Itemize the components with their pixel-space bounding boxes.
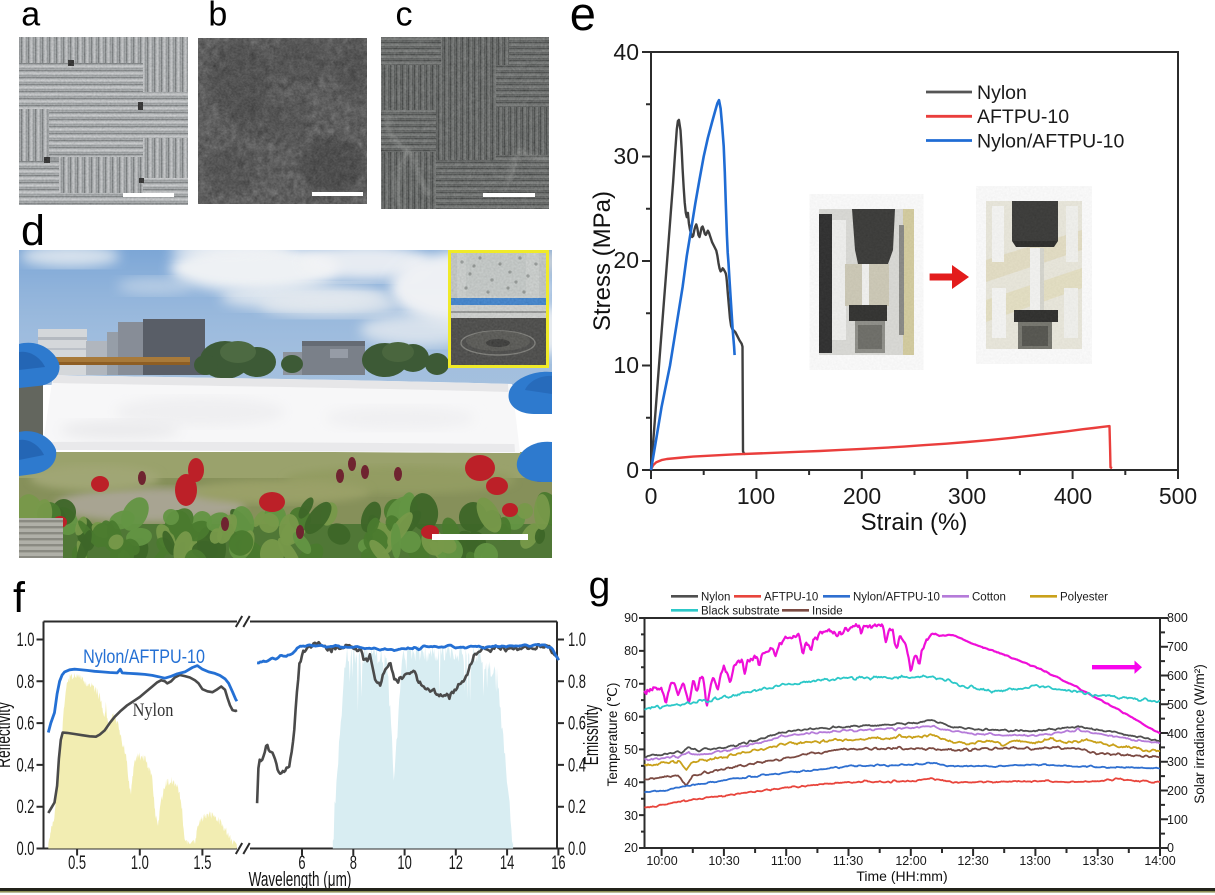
svg-text:80: 80 <box>624 644 638 658</box>
svg-text:f: f <box>13 574 26 622</box>
svg-text:300: 300 <box>1167 755 1188 769</box>
svg-text:16: 16 <box>551 853 565 874</box>
svg-text:100: 100 <box>1167 813 1188 827</box>
svg-text:200: 200 <box>1167 784 1188 798</box>
svg-text:g: g <box>589 564 611 607</box>
svg-text:14:00: 14:00 <box>1144 854 1175 868</box>
svg-text:Solar irradiance (W/m²): Solar irradiance (W/m²) <box>1192 664 1207 804</box>
svg-text:0.0: 0.0 <box>17 839 35 860</box>
svg-text:Time (HH:mm): Time (HH:mm) <box>856 868 947 884</box>
svg-text:0.6: 0.6 <box>17 713 35 734</box>
svg-text:e: e <box>570 0 596 40</box>
svg-text:8: 8 <box>350 853 357 874</box>
svg-text:1.0: 1.0 <box>17 630 35 651</box>
svg-text:0.4: 0.4 <box>17 755 35 776</box>
svg-text:0.2: 0.2 <box>17 797 35 818</box>
svg-text:0.2: 0.2 <box>568 797 586 818</box>
svg-text:a: a <box>21 0 40 34</box>
svg-text:14: 14 <box>500 853 514 874</box>
svg-text:500: 500 <box>1167 698 1188 712</box>
svg-text:1.5: 1.5 <box>193 853 211 874</box>
svg-text:Reflectivity: Reflectivity <box>0 702 15 768</box>
svg-text:30: 30 <box>613 143 639 169</box>
svg-text:11:00: 11:00 <box>771 854 801 868</box>
svg-text:70: 70 <box>624 677 638 691</box>
svg-text:Nylon: Nylon <box>701 592 730 604</box>
svg-text:11:30: 11:30 <box>833 854 863 868</box>
svg-text:10:00: 10:00 <box>646 854 677 868</box>
svg-text:c: c <box>396 0 413 34</box>
svg-text:20: 20 <box>613 247 639 273</box>
svg-text:d: d <box>21 207 45 255</box>
svg-text:Stress (MPa): Stress (MPa) <box>589 191 616 331</box>
svg-text:Nylon: Nylon <box>977 82 1027 104</box>
svg-text:0.8: 0.8 <box>568 671 586 692</box>
svg-text:700: 700 <box>1167 640 1188 654</box>
svg-text:AFTPU-10: AFTPU-10 <box>764 592 818 604</box>
svg-text:AFTPU-10: AFTPU-10 <box>977 106 1069 128</box>
svg-text:Cotton: Cotton <box>972 592 1006 604</box>
svg-text:10: 10 <box>397 853 411 874</box>
svg-text:Nylon/AFTPU-10: Nylon/AFTPU-10 <box>83 646 205 668</box>
svg-text:b: b <box>208 0 227 34</box>
svg-text:1.0: 1.0 <box>131 853 149 874</box>
svg-text:200: 200 <box>843 483 881 509</box>
svg-text:0.4: 0.4 <box>568 755 586 776</box>
svg-text:0.6: 0.6 <box>568 713 586 734</box>
svg-text:40: 40 <box>613 39 639 65</box>
svg-text:Strain (%): Strain (%) <box>861 509 968 536</box>
svg-text:0.5: 0.5 <box>68 853 86 874</box>
svg-text:40: 40 <box>624 776 638 790</box>
svg-text:13:00: 13:00 <box>1019 854 1050 868</box>
svg-text:13:30: 13:30 <box>1082 854 1113 868</box>
svg-text:0: 0 <box>1167 841 1174 855</box>
svg-text:10:30: 10:30 <box>708 854 739 868</box>
svg-text:100: 100 <box>737 483 775 509</box>
svg-text:90: 90 <box>624 611 638 625</box>
svg-text:12:00: 12:00 <box>895 854 926 868</box>
svg-text:400: 400 <box>1054 483 1092 509</box>
svg-text:0.8: 0.8 <box>17 671 35 692</box>
svg-text:300: 300 <box>948 483 986 509</box>
svg-text:Polyester: Polyester <box>1060 592 1108 604</box>
svg-text:12: 12 <box>449 853 463 874</box>
svg-text:60: 60 <box>624 710 638 724</box>
svg-text:800: 800 <box>1167 611 1188 625</box>
svg-text:500: 500 <box>1159 483 1197 509</box>
svg-text:0: 0 <box>626 457 639 483</box>
svg-text:1.0: 1.0 <box>568 630 586 651</box>
svg-text:Nylon/AFTPU-10: Nylon/AFTPU-10 <box>853 592 940 604</box>
svg-text:10: 10 <box>613 352 639 378</box>
svg-text:6: 6 <box>298 853 305 874</box>
svg-text:50: 50 <box>624 743 638 757</box>
svg-text:12:30: 12:30 <box>957 854 988 868</box>
svg-text:600: 600 <box>1167 669 1188 683</box>
svg-text:Nylon: Nylon <box>133 699 174 720</box>
svg-text:Inside: Inside <box>812 606 843 618</box>
svg-text:0.0: 0.0 <box>568 839 586 860</box>
svg-text:0: 0 <box>645 483 658 509</box>
svg-text:Emissivity: Emissivity <box>580 704 602 765</box>
svg-text:20: 20 <box>624 841 638 855</box>
svg-text:Black substrate: Black substrate <box>701 606 780 618</box>
svg-text:Temperature (℃): Temperature (℃) <box>605 683 620 787</box>
svg-text:Nylon/AFTPU-10: Nylon/AFTPU-10 <box>977 130 1125 152</box>
svg-text:30: 30 <box>624 809 638 823</box>
svg-text:Wavelength (μm): Wavelength (μm) <box>249 867 352 891</box>
svg-text:400: 400 <box>1167 727 1188 741</box>
